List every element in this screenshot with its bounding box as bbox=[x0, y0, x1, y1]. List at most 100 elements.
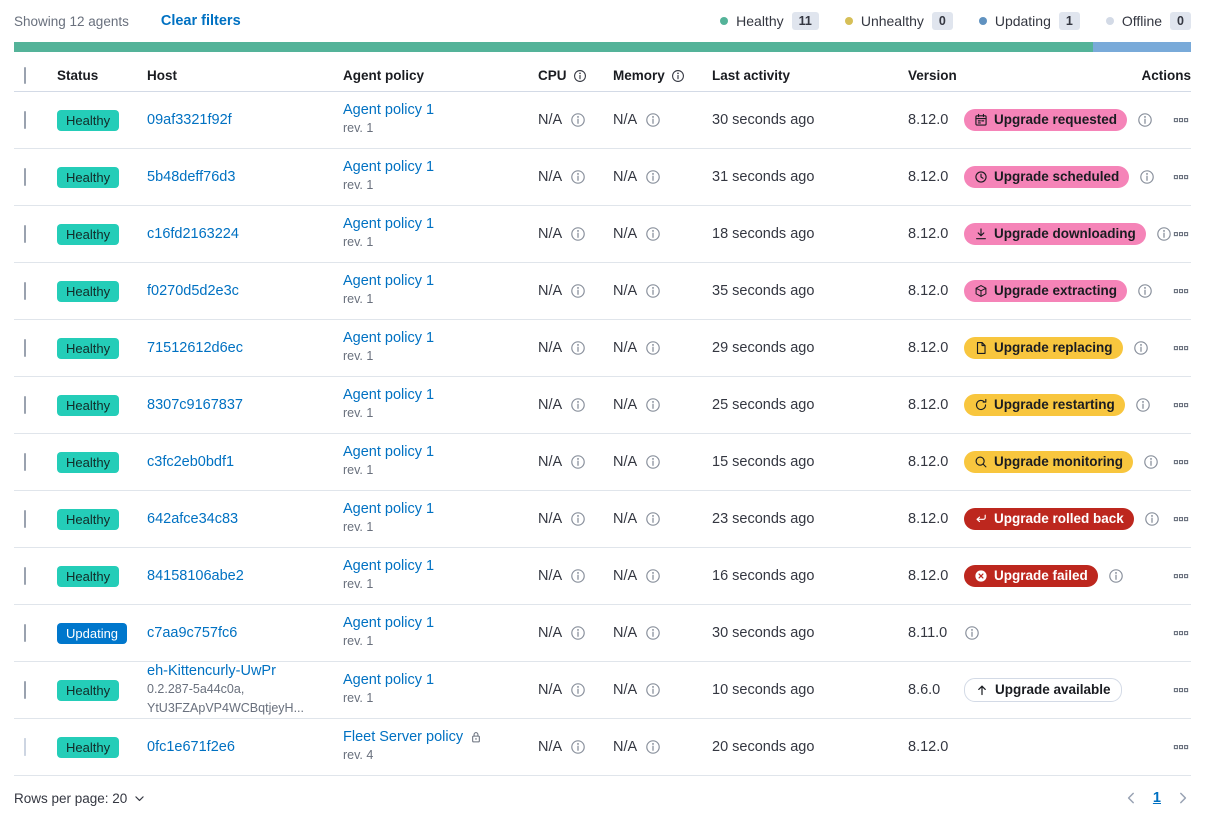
page-number-1[interactable]: 1 bbox=[1152, 790, 1161, 806]
memory-info-icon[interactable] bbox=[645, 682, 661, 698]
cpu-info-icon[interactable] bbox=[570, 739, 586, 755]
row-checkbox[interactable] bbox=[24, 339, 26, 357]
actions-button[interactable] bbox=[1171, 623, 1191, 643]
upgrade-info-icon[interactable] bbox=[1108, 568, 1124, 584]
host-link[interactable]: 8307c9167837 bbox=[147, 397, 243, 413]
memory-info-icon[interactable] bbox=[645, 625, 661, 641]
cpu-info-icon[interactable] bbox=[570, 511, 586, 527]
memory-info-icon[interactable] bbox=[645, 283, 661, 299]
cpu-info-icon[interactable] bbox=[570, 682, 586, 698]
column-version[interactable]: Version bbox=[908, 68, 957, 83]
memory-info-icon[interactable] bbox=[645, 739, 661, 755]
actions-button[interactable] bbox=[1171, 338, 1191, 358]
host-link[interactable]: 09af3321f92f bbox=[147, 112, 232, 128]
actions-button[interactable] bbox=[1171, 224, 1191, 244]
rows-per-page-select[interactable]: Rows per page: 20 bbox=[14, 791, 146, 806]
table-row: Healthy eh-Kittencurly-UwPr 0.2.287-5a44c0… bbox=[14, 662, 1191, 719]
agent-policy-link[interactable]: Agent policy 1 bbox=[343, 501, 435, 518]
agent-policy-link[interactable]: Agent policy 1 bbox=[343, 444, 435, 461]
clear-filters-link[interactable]: Clear filters bbox=[160, 13, 241, 29]
actions-button[interactable] bbox=[1171, 281, 1191, 301]
agent-policy-link[interactable]: Agent policy 1 bbox=[343, 558, 435, 575]
agent-policy-link[interactable]: Fleet Server policy bbox=[343, 729, 464, 746]
agent-policy-link[interactable]: Agent policy 1 bbox=[343, 216, 435, 233]
memory-info-icon[interactable] bbox=[645, 568, 661, 584]
host-link[interactable]: f0270d5d2e3c bbox=[147, 283, 239, 299]
cpu-info-icon[interactable] bbox=[570, 112, 586, 128]
memory-info-icon[interactable] bbox=[645, 226, 661, 242]
cpu-info-icon[interactable] bbox=[570, 283, 586, 299]
host-link[interactable]: 84158106abe2 bbox=[147, 568, 244, 584]
actions-button[interactable] bbox=[1171, 509, 1191, 529]
agent-policy-link[interactable]: Agent policy 1 bbox=[343, 273, 435, 290]
memory-info-icon[interactable] bbox=[645, 169, 661, 185]
agent-policy-link[interactable]: Agent policy 1 bbox=[343, 672, 435, 689]
memory-info-icon[interactable] bbox=[645, 397, 661, 413]
host-link[interactable]: 71512612d6ec bbox=[147, 340, 243, 356]
legend-count-badge: 0 bbox=[931, 12, 953, 30]
memory-info-icon[interactable] bbox=[645, 112, 661, 128]
legend-count-badge: 0 bbox=[1170, 12, 1191, 30]
agent-policy-link[interactable]: Agent policy 1 bbox=[343, 615, 435, 632]
column-memory[interactable]: Memory bbox=[613, 68, 665, 83]
agent-policy-link[interactable]: Agent policy 1 bbox=[343, 330, 435, 347]
agent-policy-link[interactable]: Agent policy 1 bbox=[343, 387, 435, 404]
row-checkbox[interactable] bbox=[24, 111, 26, 129]
column-agent-policy[interactable]: Agent policy bbox=[343, 68, 425, 83]
row-checkbox[interactable] bbox=[24, 282, 26, 300]
cpu-info-icon[interactable] bbox=[570, 169, 586, 185]
next-page-button[interactable] bbox=[1175, 790, 1191, 806]
actions-button[interactable] bbox=[1171, 395, 1191, 415]
cpu-info-icon[interactable] bbox=[570, 625, 586, 641]
agent-count-text: Showing 12 agents bbox=[14, 13, 129, 29]
host-link[interactable]: 642afce34c83 bbox=[147, 511, 239, 527]
column-last-activity[interactable]: Last activity bbox=[712, 68, 791, 83]
row-checkbox[interactable] bbox=[24, 510, 26, 528]
cpu-header-info-icon[interactable] bbox=[573, 69, 587, 83]
status-badge: Healthy bbox=[57, 451, 120, 473]
memory-header-info-icon[interactable] bbox=[671, 69, 685, 83]
row-checkbox[interactable] bbox=[24, 567, 26, 585]
upgrade-status-badge: Upgrade downloading bbox=[964, 223, 1146, 245]
actions-button[interactable] bbox=[1171, 452, 1191, 472]
cpu-value: N/A bbox=[538, 340, 563, 356]
row-checkbox[interactable] bbox=[24, 225, 26, 243]
cpu-info-icon[interactable] bbox=[570, 454, 586, 470]
legend-label: Unhealthy bbox=[860, 13, 924, 29]
agent-policy-link[interactable]: Agent policy 1 bbox=[343, 102, 435, 119]
column-status[interactable]: Status bbox=[57, 68, 99, 83]
host-link[interactable]: 5b48deff76d3 bbox=[147, 169, 236, 185]
cpu-info-icon[interactable] bbox=[570, 226, 586, 242]
actions-button[interactable] bbox=[1171, 566, 1191, 586]
row-checkbox[interactable] bbox=[24, 681, 26, 699]
agent-policy-link[interactable]: Agent policy 1 bbox=[343, 159, 435, 176]
row-checkbox[interactable] bbox=[24, 624, 26, 642]
actions-button[interactable] bbox=[1171, 680, 1191, 700]
memory-info-icon[interactable] bbox=[645, 340, 661, 356]
rows-per-page-label: Rows per page: 20 bbox=[14, 790, 128, 806]
upgrade-info-icon[interactable] bbox=[964, 625, 980, 641]
actions-button[interactable] bbox=[1171, 737, 1191, 757]
actions-button[interactable] bbox=[1171, 167, 1191, 187]
host-link[interactable]: c16fd2163224 bbox=[147, 226, 239, 242]
actions-button[interactable] bbox=[1171, 110, 1191, 130]
agent-version: 8.12.0 bbox=[908, 340, 949, 356]
cpu-info-icon[interactable] bbox=[570, 397, 586, 413]
row-checkbox[interactable] bbox=[24, 168, 26, 186]
previous-page-button[interactable] bbox=[1123, 790, 1139, 806]
row-checkbox[interactable] bbox=[24, 453, 26, 471]
column-cpu[interactable]: CPU bbox=[538, 68, 567, 83]
host-link[interactable]: 0fc1e671f2e6 bbox=[147, 739, 235, 755]
cpu-info-icon[interactable] bbox=[570, 340, 586, 356]
memory-info-icon[interactable] bbox=[645, 454, 661, 470]
cpu-value: N/A bbox=[538, 112, 563, 128]
row-checkbox[interactable] bbox=[24, 396, 26, 414]
host-link[interactable]: c3fc2eb0bdf1 bbox=[147, 454, 235, 470]
memory-value: N/A bbox=[613, 625, 638, 641]
host-link[interactable]: c7aa9c757fc6 bbox=[147, 625, 238, 641]
memory-info-icon[interactable] bbox=[645, 511, 661, 527]
cpu-info-icon[interactable] bbox=[570, 568, 586, 584]
host-link[interactable]: eh-Kittencurly-UwPr bbox=[147, 662, 276, 679]
column-host[interactable]: Host bbox=[147, 68, 177, 83]
select-all-checkbox[interactable] bbox=[24, 67, 26, 84]
